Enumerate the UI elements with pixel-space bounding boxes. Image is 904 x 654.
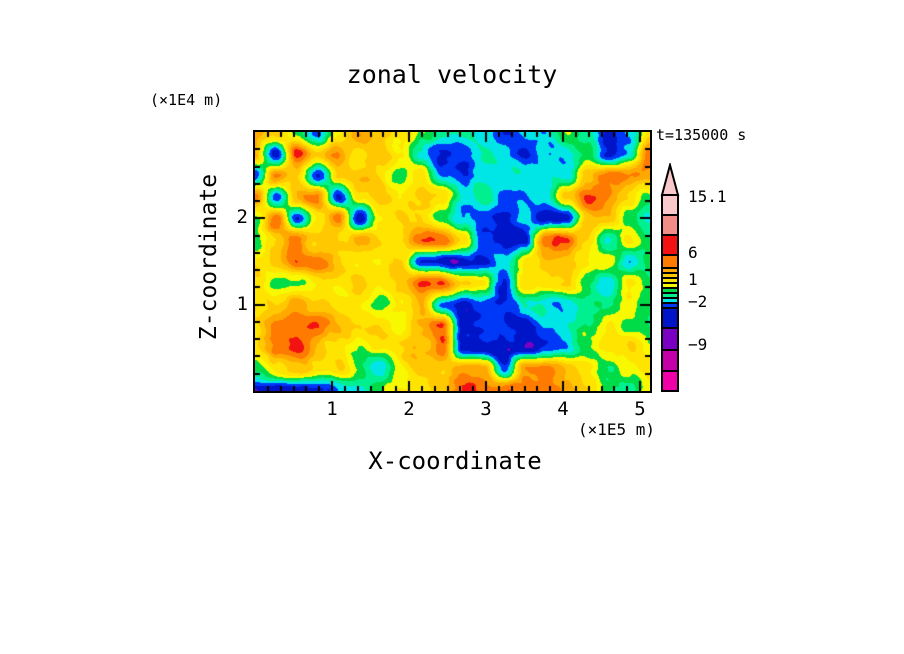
- y-tick-label: 1: [236, 292, 248, 315]
- colorbar-level-label: 6: [688, 243, 698, 262]
- colorbar-segment: [661, 254, 679, 269]
- x-tick-label: 4: [557, 398, 569, 420]
- y-tick-label: 2: [236, 206, 248, 229]
- colorbar-level-label: 15.1: [688, 187, 727, 206]
- y-axis-units-label: (×1E4 m): [150, 91, 223, 109]
- colorbar-segment: [661, 327, 679, 351]
- colorbar: [660, 163, 680, 392]
- colorbar-level-label: 1: [688, 270, 698, 289]
- colorbar-segment: [661, 370, 679, 392]
- colorbar-arrow: [660, 163, 680, 196]
- time-annotation: t=135000 s: [656, 126, 747, 144]
- colorbar-segment: [661, 214, 679, 236]
- plot-frame: [253, 130, 652, 393]
- x-axis-units-label: (×1E5 m): [577, 420, 655, 439]
- x-tick-label: 2: [403, 398, 415, 420]
- y-axis-title: Z-coordinate: [196, 173, 222, 341]
- x-tick-label: 3: [480, 398, 492, 420]
- contour-field-canvas: [255, 132, 650, 391]
- colorbar-level-label: −2: [688, 292, 708, 311]
- x-tick-label: 5: [634, 398, 646, 420]
- plot-title: zonal velocity: [346, 60, 558, 89]
- x-tick-label: 1: [326, 398, 338, 420]
- x-axis-title: X-coordinate: [368, 447, 542, 475]
- colorbar-level-label: −9: [688, 335, 708, 354]
- colorbar-segment: [661, 234, 679, 256]
- colorbar-segment: [661, 349, 679, 372]
- colorbar-segment: [661, 194, 679, 216]
- colorbar-segment: [661, 307, 679, 329]
